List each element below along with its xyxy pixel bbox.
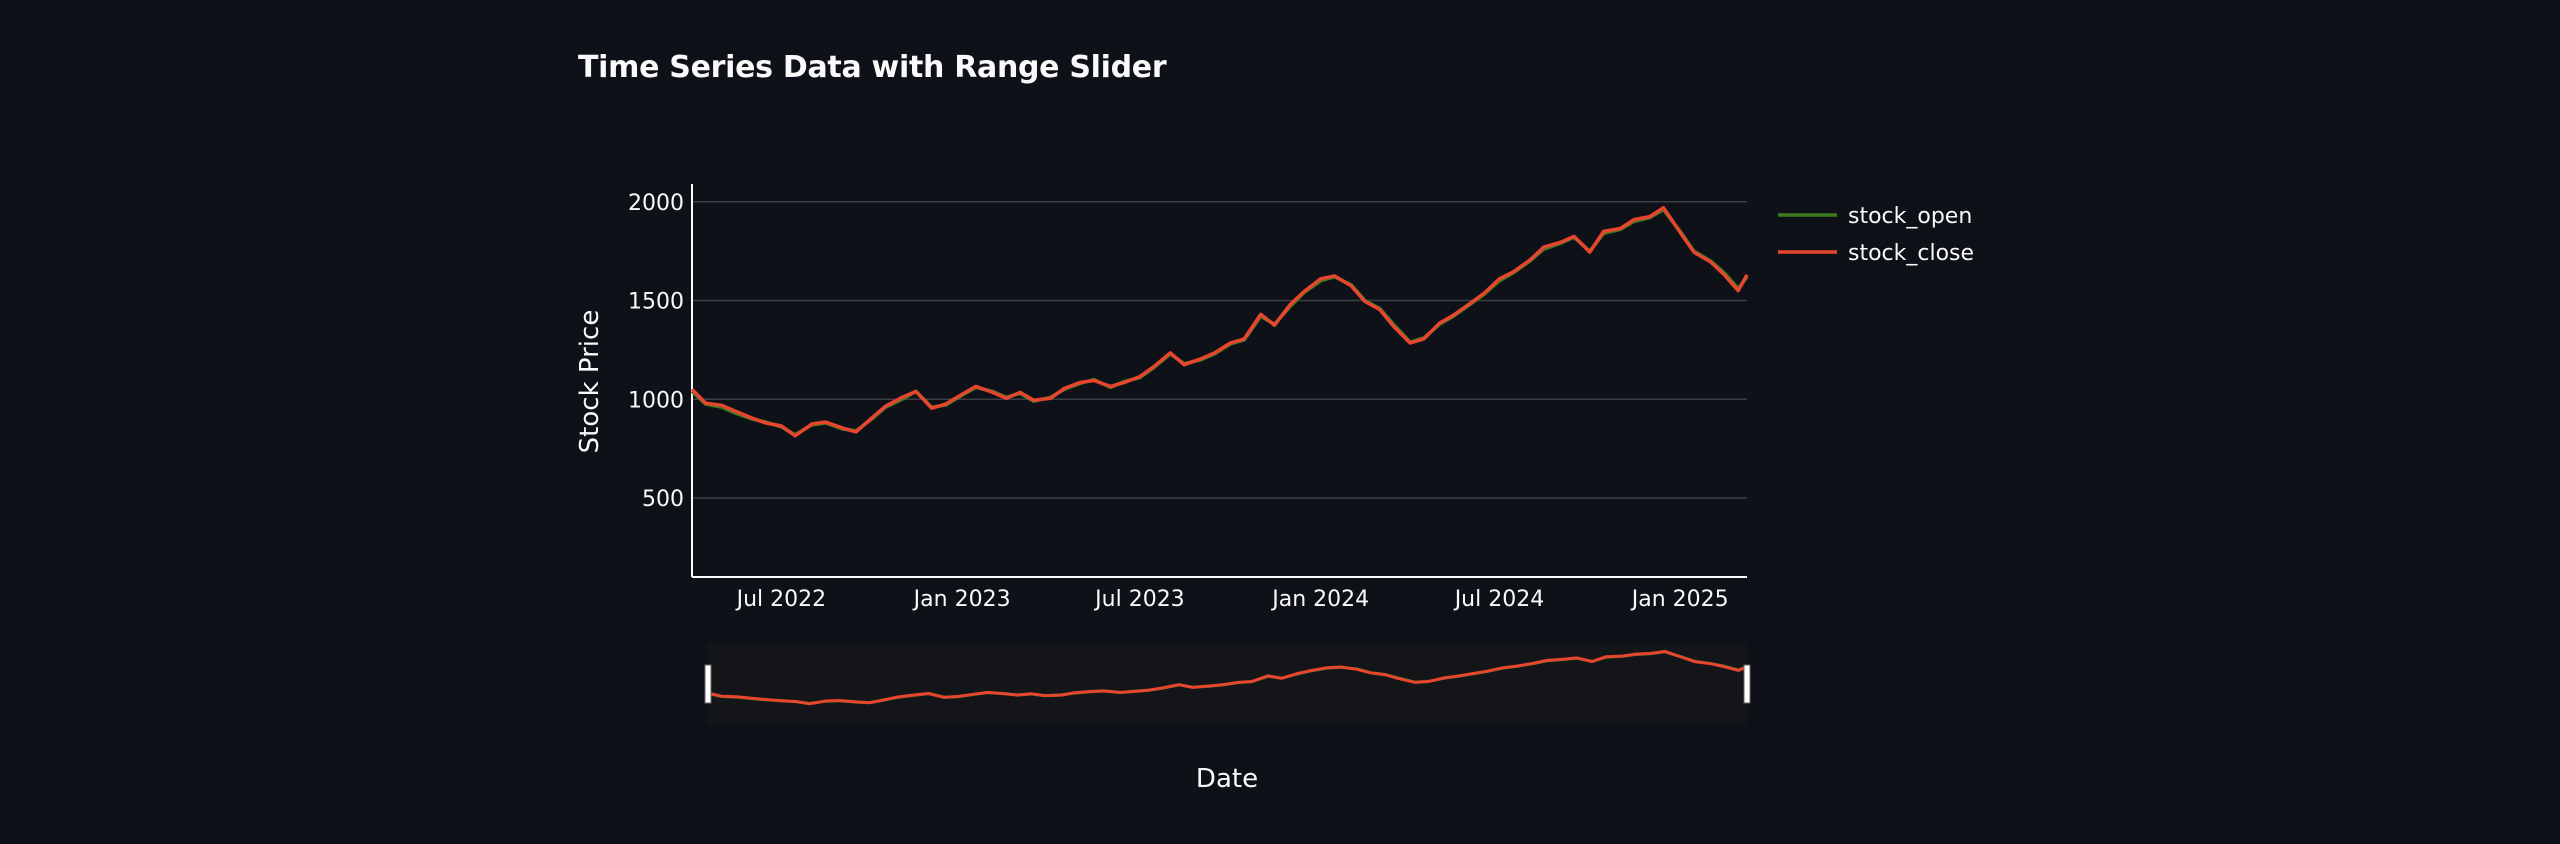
slider-handle-left[interactable] [704,664,712,704]
legend-item-stock-open[interactable]: stock_open [1778,204,1972,229]
range-slider[interactable] [704,644,1751,724]
y-tick-label: 2000 [628,191,684,216]
slider-handle-right[interactable] [1743,664,1751,704]
x-tick-label: Jan 2025 [1630,587,1729,612]
grid-lines [692,201,1747,499]
x-tick-label: Jul 2022 [735,587,827,612]
series-line-stock-close[interactable] [690,205,1749,438]
y-axis-label: Stock Price [575,310,605,454]
chart-title: Time Series Data with Range Slider [578,50,1167,85]
x-tick-labels: Jul 2022 Jan 2023 Jul 2023 Jan 2024 Jul 2024… [735,587,1729,612]
x-tick-label: Jan 2023 [912,587,1011,612]
legend[interactable]: stock_open stock_close [1778,204,1974,266]
x-tick-label: Jul 2024 [1453,587,1545,612]
slider-series-stock-close [707,649,1748,706]
plot-area[interactable] [690,205,1749,438]
y-tick-label: 1500 [628,290,684,315]
legend-label: stock_close [1848,241,1974,266]
x-axis-label: Date [1196,764,1258,794]
legend-item-stock-close[interactable]: stock_close [1778,241,1974,266]
axes [691,184,1747,578]
y-tick-labels: 500 1000 1500 2000 [628,191,684,512]
y-tick-label: 500 [642,487,684,512]
series-line-stock-open[interactable] [690,207,1749,437]
legend-label: stock_open [1848,204,1972,229]
x-tick-label: Jan 2024 [1270,587,1369,612]
x-tick-label: Jul 2023 [1093,587,1185,612]
y-tick-label: 1000 [628,388,684,413]
